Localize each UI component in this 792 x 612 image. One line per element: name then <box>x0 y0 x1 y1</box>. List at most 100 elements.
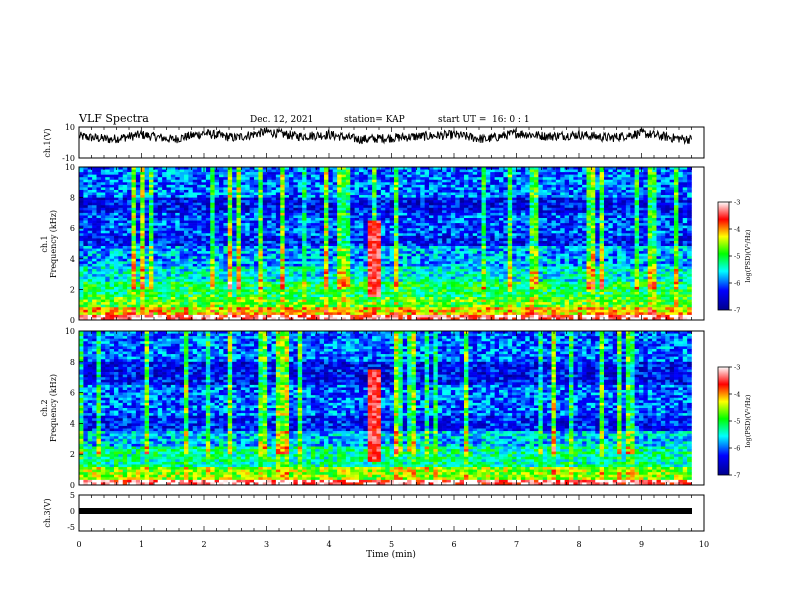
ch1-spec-cell <box>538 172 544 175</box>
ch1-spec-cell <box>219 192 224 196</box>
ch1-spec-cell <box>109 169 115 173</box>
ch1-spec-cell <box>494 167 500 170</box>
ch1-spec-cell <box>429 172 434 175</box>
ch1-spec-cell <box>402 238 408 242</box>
ch1-spec-cell <box>354 169 360 173</box>
ch1-spec-cell <box>481 174 487 178</box>
ch1-spec-cell <box>429 220 434 224</box>
ch1-spec-cell <box>192 200 198 203</box>
ch1-spec-cell <box>240 223 246 226</box>
ch1-spec-cell <box>485 238 491 242</box>
ch1-spec-cell <box>354 243 360 247</box>
ch1-spec-cell <box>254 218 259 221</box>
ch1-spec-cell <box>590 243 596 247</box>
ch1-spec-cell <box>332 246 338 249</box>
ch1-spec-cell <box>525 251 530 254</box>
ch1-spec-cell <box>665 182 670 186</box>
ch1-spec-cell <box>144 243 150 247</box>
ch1-spec-cell <box>464 202 469 206</box>
ch1-spec-cell <box>162 248 167 252</box>
ch1-spec-cell <box>586 207 592 211</box>
ch1-spec-cell <box>555 228 561 232</box>
ch1-spec-cell <box>271 243 277 247</box>
ch1-spec-cell <box>372 253 377 257</box>
ch1-spec-cell <box>249 215 255 219</box>
ch1-spec-cell <box>188 225 194 229</box>
ch1-spec-cell <box>100 238 106 242</box>
ch1-spec-cell <box>520 243 526 247</box>
ch1-spec-cell <box>429 233 434 237</box>
ch1-spec-cell <box>96 172 102 175</box>
ch1-spec-cell <box>560 243 565 247</box>
ch1-spec-cell <box>179 215 185 219</box>
ch1-spec-cell <box>302 195 307 198</box>
ch1-spec-cell <box>162 187 167 191</box>
ch1-spec-cell <box>162 184 167 188</box>
ch1-spec-cell <box>170 192 176 196</box>
ch1-spec-cell <box>258 182 264 186</box>
ch1-spec-cell <box>131 220 137 224</box>
ch1-spec-cell <box>586 210 592 214</box>
ch1-spec-cell <box>87 215 93 219</box>
ch1-spec-cell <box>407 202 412 206</box>
ch1-spec-cell <box>205 207 211 211</box>
ch1-spec-cell <box>310 202 316 206</box>
ch1-spec-cell <box>166 233 172 237</box>
ch1-spec-cell <box>315 212 320 216</box>
ch1-spec-cell <box>678 228 684 232</box>
ch1-spec-cell <box>131 212 137 216</box>
ch1-spec-cell <box>569 197 574 201</box>
ch1-spec-cell <box>306 243 312 247</box>
ch1-spec-cell <box>135 184 141 188</box>
ch1-spec-cell <box>96 189 102 193</box>
ch1-spec-cell <box>547 228 552 232</box>
ch1-spec-cell <box>621 233 627 237</box>
ch1-spec-cell <box>122 172 128 175</box>
ch1-spec-cell <box>442 184 447 188</box>
ch1-spec-cell <box>564 240 570 244</box>
ch1-spec-cell <box>398 202 404 206</box>
ch1-spec-cell <box>310 225 316 229</box>
ch1-spec-cell <box>262 187 268 191</box>
ch1-spec-cell <box>507 230 513 234</box>
ch1-spec-cell <box>227 212 233 216</box>
ch1-spec-cell <box>477 243 482 247</box>
ch1-spec-cell <box>485 179 491 183</box>
ch1-spec-cell <box>407 179 412 183</box>
start-time-caption: start UT = <box>438 115 486 125</box>
ch1-spec-cell <box>411 246 417 249</box>
ch1-spec-cell <box>197 177 202 181</box>
ch1-spec-cell <box>363 192 369 196</box>
ch1-spec-cell <box>490 225 495 229</box>
ch1-spec-cell <box>267 235 272 239</box>
ch1-spec-cell <box>660 220 666 224</box>
ch1-spec-cell <box>280 184 285 188</box>
ch1-spec-cell <box>652 253 657 257</box>
ch1-spec-cell <box>516 200 522 203</box>
ch1-spec-cell <box>310 205 316 209</box>
ch1-spec-cell <box>262 235 268 239</box>
ch1-spec-cell <box>398 235 404 239</box>
ch1-spec-cell <box>442 238 447 242</box>
ch1-spec-cell <box>275 195 281 198</box>
ch1-spec-cell <box>337 223 342 226</box>
ch1-spec-cell <box>634 225 640 229</box>
ch1-spec-cell <box>341 192 347 196</box>
ch1-spec-cell <box>485 212 491 216</box>
ch1-spec-cell <box>324 179 329 183</box>
ch1-spec-cell <box>411 200 417 203</box>
ch1-spec-cell <box>394 172 399 175</box>
ch1-spec-cell <box>306 212 312 216</box>
ch1-spec-cell <box>232 243 237 247</box>
ch1-spec-cell <box>210 207 215 211</box>
ch1-spec-cell <box>608 243 614 247</box>
ch1-spec-cell <box>429 184 434 188</box>
ch1-spec-cell <box>525 202 530 206</box>
ch1-spec-cell <box>127 238 132 242</box>
ch1-spec-cell <box>625 220 631 224</box>
ch1-spec-cell <box>599 228 605 232</box>
ch1-spec-cell <box>297 243 303 247</box>
ch1-spec-cell <box>634 223 640 226</box>
ch1-spec-cell <box>450 174 456 178</box>
ch1-spec-cell <box>652 230 657 234</box>
